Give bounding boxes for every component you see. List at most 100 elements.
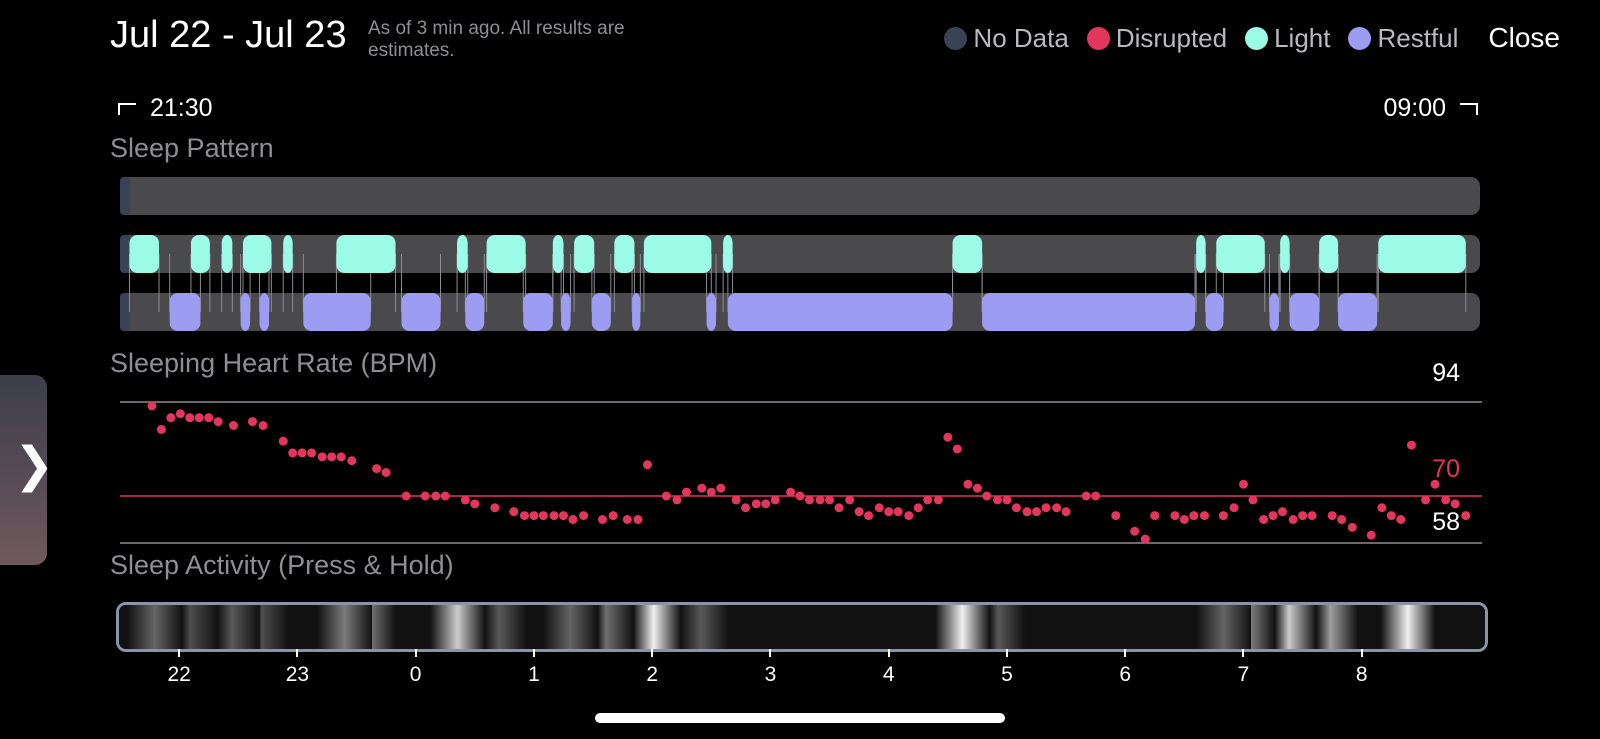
heart-rate-point [147,401,157,411]
heart-rate-point [622,515,632,524]
hour-tick-label: 23 [285,663,310,686]
restful-sleep-segment [706,293,717,331]
heart-rate-point [1406,440,1416,450]
heart-rate-point [1298,511,1308,521]
heart-rate-point [716,483,726,493]
side-panel-tab[interactable]: ❯ [0,375,54,565]
heart-rate-point [741,503,751,513]
heart-rate-point [213,417,223,427]
heart-rate-point [509,507,519,517]
heart-rate-point [297,448,307,458]
heart-rate-point [529,511,539,521]
restful-sleep-segment [240,293,251,331]
heart-rate-point [347,456,357,466]
heart-rate-point [431,491,441,501]
light-sleep-segment [221,235,233,273]
light-sleep-segment [242,235,272,273]
heart-rate-point [1461,511,1471,521]
start-time: 21:30 [118,94,213,123]
light-sleep-segment [552,235,564,273]
restful-sleep-segment [169,293,201,331]
legend-item-restful: Restful [1348,23,1458,54]
heart-rate-point [1268,511,1278,521]
heart-rate-point [933,495,943,505]
sleep-activity-bar[interactable] [116,602,1488,652]
restful-sleep-segment [401,293,441,331]
hour-tick-label: 3 [764,663,777,686]
light-sleep-segment [1378,235,1466,273]
estimate-note: As of 3 min ago. All results are estimat… [368,18,625,61]
heart-rate-point [943,432,953,442]
heart-rate-point [972,483,982,493]
close-button[interactable]: Close [1488,22,1560,53]
hour-tick-mark [769,649,772,657]
heart-rate-point [185,413,195,423]
heart-rate-point [1002,495,1012,505]
restful-dot-icon [1348,26,1372,50]
heart-rate-point [1022,507,1032,517]
heart-rate-point [1248,495,1258,505]
hour-tick-label: 5 [1001,663,1013,686]
hour-tick-label: 6 [1119,663,1132,686]
sleep-activity-title: Sleep Activity (Press & Hold) [110,550,454,580]
restful-sleep-segment [1289,293,1320,331]
light-sleep-segment [643,235,712,273]
legend-label: Restful [1377,22,1459,53]
date-range-title: Jul 22 - Jul 23 [110,14,347,56]
heart-rate-point [923,495,933,505]
heart-rate-point [1337,515,1347,524]
heart-rate-point [317,452,327,462]
legend-label: No Data [973,22,1069,53]
heart-rate-point [558,511,568,521]
start-time-label: 21:30 [150,94,213,122]
heart-rate-point [336,452,346,462]
heart-rate-point [156,424,166,434]
light-sleep-segment [1280,235,1290,273]
chevron-right-icon: ❯ [14,439,55,492]
heart-rate-point [1170,511,1180,521]
heart-rate-point [1140,534,1150,544]
heart-rate-point [751,499,761,509]
legend-label: Disrupted [1115,22,1228,53]
disrupted-track [120,177,1480,215]
heart-rate-point [1386,511,1396,521]
heart-rate-point [681,487,691,497]
restful-sleep-segment [727,293,953,331]
heart-rate-point [786,487,796,497]
heart-rate-point [538,511,548,521]
heart-rate-point [804,495,814,505]
light-sleep-segment [1319,235,1339,273]
heart-rate-point [874,503,884,513]
hour-tick-label: 7 [1237,663,1250,686]
no-data-segment [120,235,130,273]
heart-rate-point [825,495,835,505]
light-dot-icon [1245,26,1269,50]
heart-rate-point [893,507,903,517]
heart-rate-max-label: 94 [1432,359,1460,387]
home-indicator[interactable] [595,713,1005,723]
heart-rate-point [854,507,864,517]
heart-rate-point [770,495,780,505]
hour-tick-label: 22 [167,663,191,686]
end-time: 09:00 [1383,94,1478,123]
heart-rate-point [884,507,894,517]
heart-rate-point [697,483,707,493]
hour-tick-label: 8 [1355,663,1368,686]
heart-rate-point [1288,515,1298,524]
heart-rate-point [1111,511,1121,521]
start-bracket-icon [118,103,136,116]
heart-rate-point [1396,515,1406,524]
light-sleep-segment [190,235,210,273]
heart-rate-point [1430,479,1440,489]
heart-rate-point [761,499,771,509]
hour-tick-label: 2 [646,663,659,686]
heart-rate-point [1011,503,1021,513]
heart-rate-point [845,495,855,505]
heart-rate-point [795,491,805,501]
sleep-pattern-title: Sleep Pattern [110,133,274,163]
heart-rate-point [166,413,176,423]
legend-item-no-data: No Data [944,22,1069,54]
heart-rate-point [1278,507,1288,517]
heart-rate-point [490,503,500,513]
